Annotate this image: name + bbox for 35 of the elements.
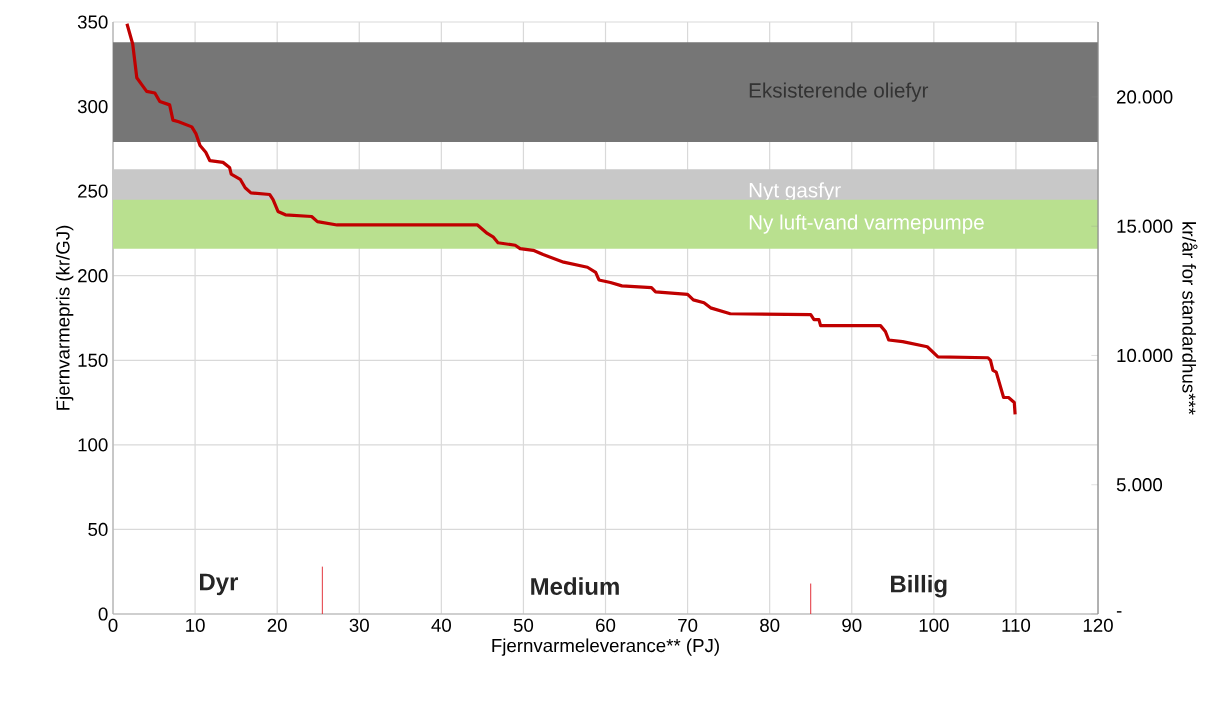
y2-tick-label: 10.000 [1117,348,1173,363]
x-tick-label: 20 [267,618,287,632]
y-tick-label: 100 [78,438,108,452]
x-tick-label: 80 [760,618,780,632]
y-tick-label: 50 [88,522,108,537]
line-series [125,22,1017,417]
x-tick-label: 0 [108,618,118,632]
band-label: Eksisterende oliefyr [749,82,929,102]
annotation: Medium [531,577,619,595]
y-tick-label: 0 [98,607,108,621]
y-tick-label: 200 [78,269,108,283]
x-tick-label: 30 [349,618,369,632]
x-tick-label: 60 [596,618,616,632]
y2-axis-title: kr/år for standardhus*** [1182,222,1198,415]
y2-tick-label: - [1116,611,1122,613]
y-tick-label: 300 [77,99,108,114]
y-axis-title: Fjernvarmepris (kr/GJ) [55,225,74,410]
x-tick-label: 10 [186,618,205,632]
x-tick-label: 110 [1002,618,1031,632]
x-tick-label: 50 [513,618,534,632]
band-label: Ny luft-vand varmepumpe [749,214,984,234]
y2-tick-label: 15.000 [1117,219,1173,233]
x-axis-title: Fjernvarmeleverance** (PJ) [492,638,719,656]
y-tick-label: 350 [77,15,108,29]
x-tick-label: 70 [678,618,698,632]
y-tick-label: 250 [78,184,108,198]
y2-tick-label: 20.000 [1117,90,1173,104]
annotation: Billig [891,574,947,598]
x-tick-label: 90 [842,618,862,632]
y2-tick-label: 5.000 [1116,478,1163,492]
x-tick-label: 100 [919,618,949,632]
x-tick-label: 40 [431,618,451,632]
x-tick-label: 120 [1083,618,1113,632]
y-tick-label: 150 [78,353,108,367]
annotation: Dyr [200,573,239,596]
